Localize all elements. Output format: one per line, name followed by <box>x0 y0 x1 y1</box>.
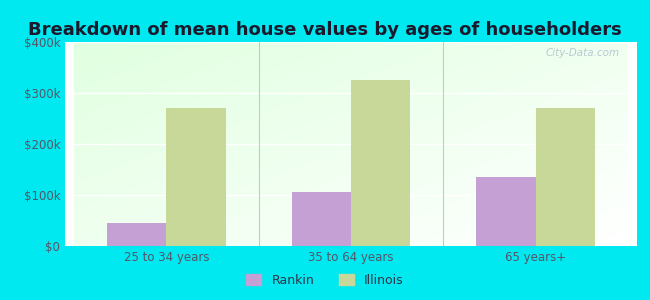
Text: City-Data.com: City-Data.com <box>546 48 620 58</box>
Bar <box>351 80 410 246</box>
Bar <box>292 193 351 246</box>
Bar <box>166 108 226 246</box>
Bar <box>476 177 536 246</box>
Bar <box>107 223 166 246</box>
Text: Breakdown of mean house values by ages of householders: Breakdown of mean house values by ages o… <box>28 21 622 39</box>
Legend: Rankin, Illinois: Rankin, Illinois <box>242 270 408 291</box>
Bar <box>536 108 595 246</box>
